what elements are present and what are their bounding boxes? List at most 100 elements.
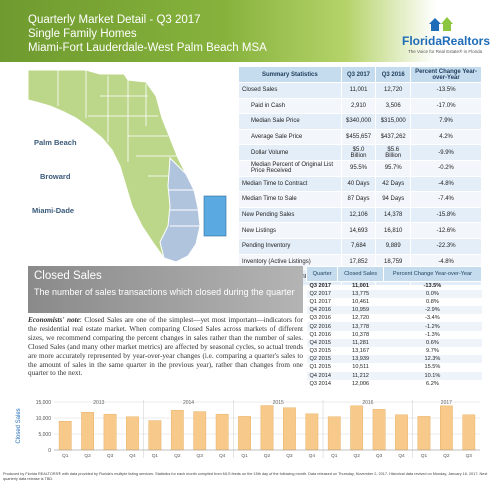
quarter-header-closed-sales: Closed Sales (337, 266, 384, 282)
quarter-value: 9.7% (426, 348, 439, 355)
quarter-label: Q3 2017 (309, 282, 331, 289)
summary-header-label: Summary Statistics (238, 66, 342, 83)
summary-label: Dollar Volume (238, 144, 342, 161)
summary-value: 12,106 (340, 206, 377, 224)
quarter-label: Q4 2016 (306, 306, 338, 315)
summary-value: -15.8% (410, 206, 482, 224)
chart-x-tick-label: Q2 (264, 453, 271, 459)
chart-y-tick-label: 5,000 (38, 432, 51, 438)
quarter-label: Q1 2016 (309, 331, 331, 338)
quarter-row: Q4 2014 11,212 10.1% (306, 371, 482, 380)
chart-bar (148, 420, 162, 451)
summary-header-q3-2017: Q3 2017 (340, 66, 377, 83)
summary-value: $315,000 (375, 113, 412, 130)
summary-value: 7,684 (340, 237, 377, 255)
summary-value: -13.5% (410, 82, 482, 99)
chart-x-tick-label: Q3 (286, 453, 293, 459)
summary-label: Median Time to Contract (238, 175, 342, 193)
summary-value: -9.9% (410, 144, 482, 161)
chart-bar (440, 405, 453, 451)
quarter-value: 12,720 (352, 315, 370, 322)
summary-value: 87 Days (340, 191, 377, 208)
summary-value: $5.0 Billion (340, 144, 377, 161)
summary-label: Paid in Cash (238, 97, 342, 115)
broward-label: Broward (40, 172, 71, 181)
chart-bar (215, 413, 229, 451)
miami-dade-label: Miami-Dade (32, 206, 75, 215)
chart-year-label: 2014 (183, 400, 194, 406)
summary-value: 40 Days (340, 175, 377, 193)
summary-row: Paid in Cash 2,910 3,506 -17.0% (238, 97, 482, 115)
quarter-value: -13.5% (423, 282, 442, 289)
quarter-label: Q2 2016 (306, 322, 338, 331)
logo-name: FloridaRealtors (402, 34, 491, 48)
summary-row: New Listings 14,693 16,810 -12.6% (238, 222, 482, 239)
chart-bar (372, 409, 386, 451)
quarter-value: 0.0% (383, 289, 482, 298)
summary-value: 14,378 (375, 206, 412, 224)
summary-label: Inventory (Active Listings) (238, 253, 342, 271)
house-icon (429, 17, 453, 31)
chart-y-tick-label: 0 (48, 448, 51, 454)
quarter-value: 6.2% (426, 380, 439, 387)
summary-value: 94 Days (375, 191, 412, 208)
quarter-label: Q4 2014 (306, 371, 338, 380)
summary-value: 95.5% (340, 159, 377, 177)
quarter-row: Q1 2015 10,511 15.5% (307, 363, 482, 371)
quarter-value: 0.6% (383, 338, 482, 347)
summary-statistics-table: Summary Statistics Q3 2017 Q3 2016 Perce… (238, 66, 482, 286)
summary-row: Closed Sales 11,001 12,720 -13.5% (238, 82, 482, 99)
summary-value: 3,506 (375, 97, 412, 115)
quarter-value: 13,778 (337, 322, 384, 331)
summary-header-pct-change: Percent Change Year-over-Year (410, 66, 482, 83)
summary-value: $340,000 (340, 113, 377, 130)
chart-x-tick-label: Q4 (219, 453, 226, 459)
quarter-label: Q4 2015 (306, 338, 338, 347)
chart-bar (327, 416, 341, 451)
quarter-header-quarter: Quarter (305, 266, 339, 282)
summary-value: -22.3% (410, 237, 482, 255)
page-title: Quarterly Market Detail - Q3 2017 (28, 14, 201, 26)
quarter-value: 11,001 (352, 282, 369, 289)
quarter-value: -2.9% (383, 306, 482, 315)
quarter-label: Q1 2015 (309, 364, 331, 371)
palm-beach-label: Palm Beach (34, 138, 77, 147)
quarter-label: Q3 2016 (309, 315, 331, 322)
region-title: Miami-Fort Lauderdale-West Palm Beach MS… (28, 42, 267, 54)
summary-value: 42 Days (375, 175, 412, 193)
closed-sales-title: Closed Sales (34, 270, 102, 282)
quarter-value: 10,959 (337, 306, 384, 315)
florida-map-graphic (27, 69, 227, 263)
quarter-value: 10,511 (352, 364, 369, 371)
summary-label: Median Sale Price (238, 113, 342, 130)
chart-bar (417, 416, 431, 451)
quarter-row: Q4 2015 11,281 0.6% (306, 338, 482, 347)
header-banner: Quarterly Market Detail - Q3 2017 Single… (0, 0, 495, 62)
summary-value: $437,262 (375, 128, 412, 146)
closed-sales-bar-chart: Closed Sales 15,000 10,000 5,000 0 2013 2014 20… (16, 400, 480, 459)
summary-value: -4.8% (410, 175, 482, 193)
summary-label: New Listings (238, 222, 342, 239)
summary-value: -7.4% (410, 191, 482, 208)
summary-label: Pending Inventory (238, 237, 342, 255)
summary-row: Median Sale Price $340,000 $315,000 7.9% (238, 113, 482, 130)
summary-row: Dollar Volume $5.0 Billion $5.6 Billion -9.… (238, 144, 482, 161)
chart-bar (350, 405, 364, 451)
summary-value: -12.6% (410, 222, 482, 239)
economists-note: Economists' note: Closed Sales are one o… (28, 316, 303, 378)
summary-value: 11,001 (340, 82, 377, 99)
quarter-value: 13,775 (337, 289, 384, 298)
quarter-row: Q1 2017 10,461 0.8% (307, 298, 482, 306)
economists-note-body: : Closed Sales are one of the simplest—y… (28, 316, 303, 378)
chart-y-tick-label: 10,000 (36, 416, 52, 422)
quarter-value: 10,378 (352, 331, 370, 338)
summary-value: 2,910 (340, 97, 377, 115)
chart-bar (193, 411, 207, 451)
quarter-value: 11,212 (337, 371, 384, 380)
footer-note: Produced by Florida REALTORS® with data … (3, 472, 488, 481)
chart-x-tick-label: Q1 (62, 453, 69, 459)
summary-label: Average Sale Price (238, 128, 342, 146)
quarter-label: Q1 2017 (309, 298, 331, 305)
quarter-row: Q3 2017 11,001 -13.5% (307, 282, 482, 290)
summary-value: 95.7% (375, 159, 412, 177)
